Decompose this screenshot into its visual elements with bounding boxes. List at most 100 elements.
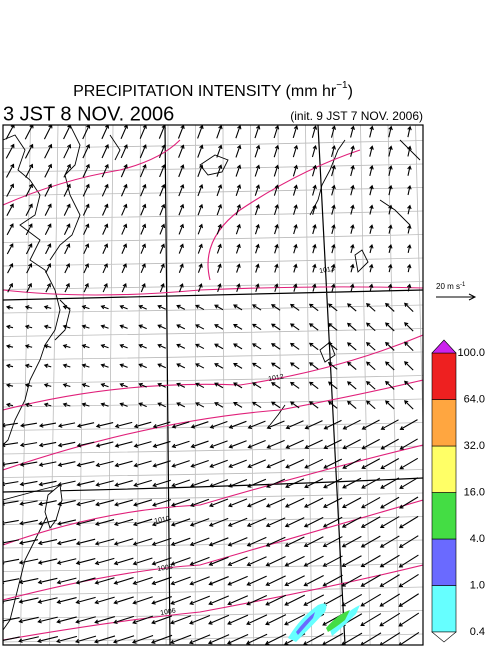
wind-vector bbox=[360, 535, 381, 548]
wind-vector bbox=[360, 555, 381, 568]
wind-vector bbox=[379, 632, 401, 645]
wind-vector bbox=[75, 596, 96, 605]
wind-vector bbox=[246, 595, 268, 606]
wind-vector bbox=[380, 477, 400, 489]
wind-vector bbox=[24, 344, 33, 349]
wind-vector bbox=[178, 223, 185, 235]
vector-scale-sup: -1 bbox=[460, 282, 466, 288]
wind-vector bbox=[308, 323, 319, 331]
wind-vector bbox=[266, 420, 285, 430]
wind-vector bbox=[195, 402, 205, 408]
wind-vector bbox=[140, 183, 147, 197]
wind-vector bbox=[151, 537, 172, 546]
wind-vector bbox=[100, 344, 109, 349]
wind-vector bbox=[19, 500, 38, 506]
isobar-label: 1013 bbox=[319, 266, 336, 276]
wind-vector bbox=[197, 263, 203, 273]
wind-vector bbox=[214, 382, 224, 389]
wind-vector bbox=[265, 517, 286, 528]
wind-vector bbox=[114, 441, 133, 448]
wind-vector bbox=[398, 631, 420, 645]
wind-vector bbox=[81, 402, 90, 407]
wind-vector bbox=[198, 283, 203, 293]
wind-vector bbox=[350, 204, 355, 215]
wind-vector bbox=[346, 361, 357, 370]
wind-vector bbox=[284, 575, 305, 587]
wind-vector bbox=[81, 344, 90, 349]
wind-vector bbox=[398, 612, 420, 627]
wind-vector bbox=[331, 243, 336, 254]
vector-scale-text: 20 m s bbox=[436, 282, 460, 291]
wind-vector bbox=[76, 441, 95, 448]
wind-vector bbox=[138, 382, 147, 388]
wind-vector bbox=[83, 243, 90, 255]
wind-vector bbox=[171, 460, 190, 468]
wind-vector bbox=[189, 537, 210, 547]
wind-vector bbox=[100, 383, 109, 388]
wind-vector bbox=[273, 125, 280, 139]
wind-vector bbox=[119, 324, 128, 329]
wind-vector bbox=[285, 420, 304, 430]
wind-vector bbox=[274, 243, 279, 254]
wind-vector bbox=[303, 575, 324, 587]
colorbar-segment bbox=[431, 585, 457, 633]
wind-vector bbox=[254, 184, 261, 196]
wind-vector bbox=[214, 304, 224, 311]
wind-vector bbox=[285, 478, 305, 489]
wind-vector bbox=[342, 477, 362, 489]
wind-vector bbox=[138, 343, 147, 349]
wind-vector bbox=[303, 633, 325, 645]
wind-vector bbox=[235, 223, 241, 235]
wind-vector bbox=[170, 537, 191, 547]
colorbar-segment bbox=[431, 399, 457, 447]
colorbar: 0.4 1.0 4.0 16.0 32.0 64.0 100.0 bbox=[431, 339, 485, 643]
wind-vector bbox=[308, 303, 319, 312]
wind-vector bbox=[270, 401, 281, 409]
wind-vector bbox=[369, 224, 374, 234]
wind-vector bbox=[94, 616, 115, 624]
wind-vector bbox=[176, 363, 186, 369]
wind-vector bbox=[176, 382, 186, 388]
isobar-label: 1012 bbox=[268, 374, 285, 384]
wind-vector bbox=[190, 459, 209, 468]
wind-vector bbox=[102, 203, 109, 216]
wind-vector bbox=[81, 383, 90, 388]
wind-vector bbox=[63, 125, 72, 140]
wind-vector bbox=[379, 612, 401, 627]
wind-vector bbox=[5, 383, 14, 388]
wind-vector bbox=[101, 163, 109, 178]
wind-vector bbox=[228, 478, 248, 488]
wind-vector bbox=[25, 223, 33, 236]
wind-vector bbox=[140, 203, 147, 216]
wind-vector bbox=[292, 184, 298, 196]
wind-vector bbox=[293, 243, 298, 254]
wind-vector bbox=[369, 165, 374, 177]
wind-vector bbox=[208, 614, 230, 625]
precip-heavy bbox=[326, 610, 350, 632]
wind-vector bbox=[214, 402, 224, 408]
wind-vector bbox=[323, 458, 343, 469]
wind-vector bbox=[112, 635, 135, 644]
wind-vector bbox=[178, 164, 185, 178]
wind-vector bbox=[189, 518, 210, 527]
wind-vector bbox=[284, 536, 305, 547]
wind-vector bbox=[226, 633, 249, 645]
wind-vector bbox=[293, 263, 298, 273]
wind-vector bbox=[102, 243, 109, 255]
wind-vector bbox=[197, 125, 204, 139]
wind-vector bbox=[132, 576, 153, 585]
wind-vector bbox=[94, 596, 115, 605]
wind-vector bbox=[369, 145, 374, 157]
wind-vector bbox=[228, 440, 247, 449]
wind-vector bbox=[6, 243, 14, 255]
wind-vector bbox=[327, 361, 338, 370]
wind-vector bbox=[157, 343, 167, 349]
wind-vector bbox=[289, 342, 300, 350]
wind-vector bbox=[158, 144, 166, 158]
colorbar-segment bbox=[431, 352, 457, 400]
wind-vector bbox=[5, 363, 14, 369]
wind-vector bbox=[197, 184, 204, 197]
wind-vector bbox=[284, 613, 306, 626]
isobar-label: 1008 bbox=[157, 564, 174, 574]
wind-vector bbox=[43, 402, 52, 408]
